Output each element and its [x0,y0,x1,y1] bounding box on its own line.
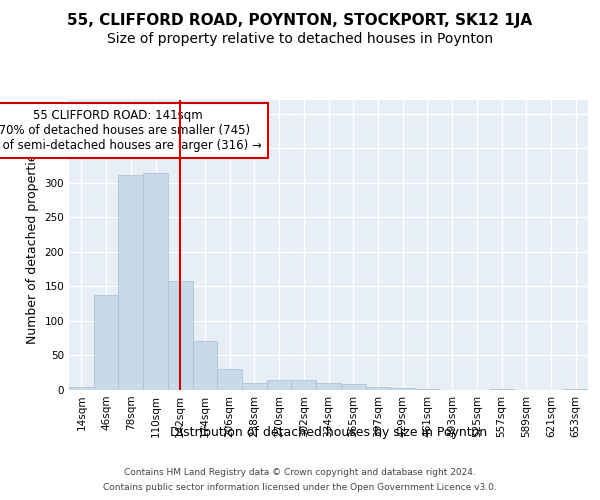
Bar [292,380,316,390]
Bar [94,296,118,390]
Text: Contains public sector information licensed under the Open Government Licence v3: Contains public sector information licen… [103,483,497,492]
Bar [563,388,588,390]
Bar [341,384,365,390]
Bar [242,383,267,390]
Bar [118,174,143,390]
Y-axis label: Number of detached properties: Number of detached properties [26,146,39,344]
Text: Contains HM Land Registry data © Crown copyright and database right 2024.: Contains HM Land Registry data © Crown c… [124,468,476,477]
Text: Distribution of detached houses by size in Poynton: Distribution of detached houses by size … [170,426,487,439]
Bar [415,388,440,390]
Bar [390,388,415,390]
Bar [316,383,341,390]
Bar [193,341,217,390]
Bar [217,368,242,390]
Bar [365,387,390,390]
Text: Size of property relative to detached houses in Poynton: Size of property relative to detached ho… [107,32,493,46]
Text: 55, CLIFFORD ROAD, POYNTON, STOCKPORT, SK12 1JA: 55, CLIFFORD ROAD, POYNTON, STOCKPORT, S… [67,12,533,28]
Bar [69,387,94,390]
Bar [267,380,292,390]
Bar [143,172,168,390]
Bar [168,281,193,390]
Text: 55 CLIFFORD ROAD: 141sqm
← 70% of detached houses are smaller (745)
30% of semi-: 55 CLIFFORD ROAD: 141sqm ← 70% of detach… [0,108,262,152]
Bar [489,388,514,390]
